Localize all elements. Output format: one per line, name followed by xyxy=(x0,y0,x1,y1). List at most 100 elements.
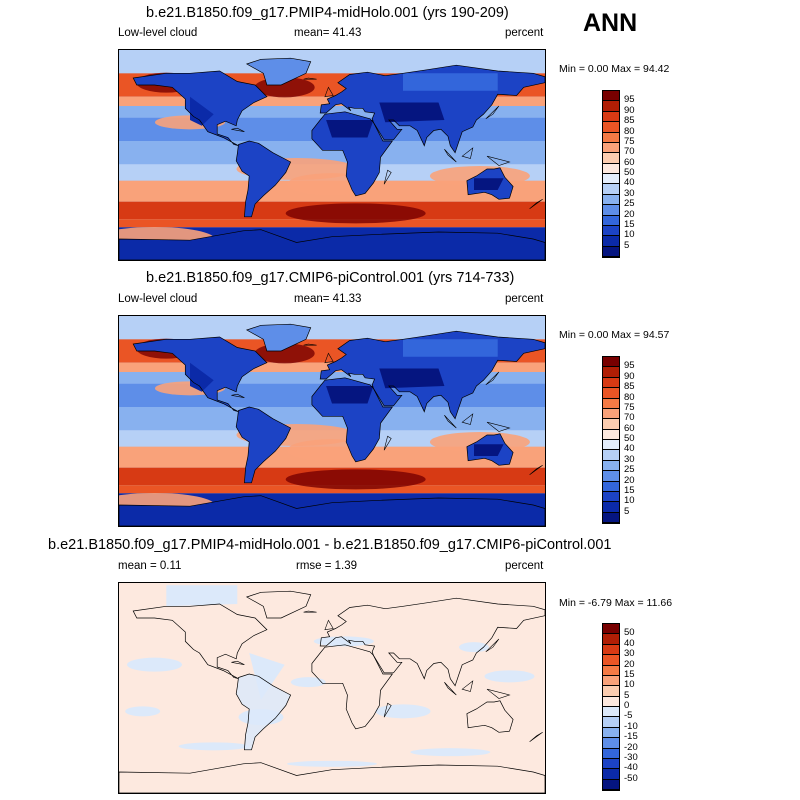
colorbar-swatch xyxy=(603,634,619,645)
colorbar-swatch xyxy=(603,153,619,164)
coastline xyxy=(485,638,500,653)
coastline xyxy=(119,495,545,526)
colorbar-label: 30 xyxy=(624,187,635,199)
colorbar-label: 70 xyxy=(624,146,635,158)
colorbar-label: 5 xyxy=(624,689,630,701)
colorbar-swatch xyxy=(603,727,619,739)
colorbar-swatch xyxy=(603,696,619,707)
coastline xyxy=(235,140,292,218)
coastline xyxy=(466,433,514,466)
coastline xyxy=(303,610,317,613)
coastline xyxy=(324,86,334,98)
colorbar-swatch xyxy=(603,707,619,718)
panel1-map xyxy=(118,49,546,261)
colorbar-swatch xyxy=(603,624,619,635)
colorbar-swatch xyxy=(603,194,619,206)
colorbar-label: 25 xyxy=(624,198,635,210)
colorbar-swatch xyxy=(603,471,619,482)
map-field xyxy=(119,50,545,260)
colorbar-swatch xyxy=(603,246,619,257)
coastline xyxy=(383,169,392,185)
coastline xyxy=(529,732,543,742)
coastline xyxy=(132,603,268,680)
coastline xyxy=(132,336,268,413)
colorbar-label: 40 xyxy=(624,177,635,189)
coastline xyxy=(485,371,500,386)
colorbar-swatch xyxy=(603,398,619,409)
colorbar-swatch xyxy=(603,225,619,237)
colorbar-label: -20 xyxy=(624,741,638,753)
colorbar-swatch xyxy=(603,357,619,368)
panel2-units-label: percent xyxy=(505,293,544,305)
colorbar-swatch xyxy=(603,644,619,656)
colorbar-label: 75 xyxy=(624,135,635,147)
colorbar-swatch xyxy=(603,460,619,472)
coastline xyxy=(529,465,543,475)
colorbar-swatch xyxy=(603,779,619,790)
colorbar-swatch xyxy=(603,163,619,174)
panel3-minmax: Min = -6.79 Max = 11.66 xyxy=(559,597,673,609)
colorbar-swatch xyxy=(603,174,619,185)
colorbar-swatch xyxy=(603,142,619,154)
colorbar-label: -15 xyxy=(624,731,638,743)
coastline xyxy=(324,619,334,631)
colorbar-swatch xyxy=(603,717,619,728)
panel1-units-label: percent xyxy=(505,27,544,39)
coastline xyxy=(311,111,394,197)
colorbar-label: 95 xyxy=(624,360,635,372)
coastline xyxy=(235,673,292,751)
colorbar-label: 80 xyxy=(624,391,635,403)
colorbar-label: 50 xyxy=(624,627,635,639)
colorbar-label: 20 xyxy=(624,474,635,486)
coastline xyxy=(119,229,545,260)
colorbar-label: 50 xyxy=(624,433,635,444)
panel2-map xyxy=(118,315,546,527)
coastline xyxy=(486,155,511,166)
colorbar-swatch xyxy=(603,419,619,430)
panel3-map xyxy=(118,582,546,794)
colorbar-label: 90 xyxy=(624,104,635,116)
panel1-mean-label: mean= 41.43 xyxy=(294,27,362,39)
colorbar-label: 85 xyxy=(624,115,635,127)
panel3-units-label: percent xyxy=(505,560,544,572)
coastline xyxy=(245,590,312,619)
colorbar-label: 30 xyxy=(624,648,635,660)
coastline xyxy=(466,700,514,733)
colorbar-label: 90 xyxy=(624,370,635,382)
panel1-colorbar xyxy=(602,90,620,258)
coastline xyxy=(444,681,457,696)
colorbar-label: 15 xyxy=(624,484,635,496)
colorbar-swatch xyxy=(603,502,619,513)
coastline xyxy=(444,148,457,163)
coastline xyxy=(311,377,394,463)
coastline xyxy=(235,406,292,484)
panel3-colorbar xyxy=(602,623,620,791)
panel2-colorbar xyxy=(602,356,620,524)
colorbar-swatch xyxy=(603,491,619,503)
coastline xyxy=(311,644,394,730)
colorbar-label: 10 xyxy=(624,679,635,691)
colorbar-swatch xyxy=(603,91,619,102)
coastline xyxy=(486,421,511,432)
colorbar-swatch xyxy=(603,512,619,523)
map-field xyxy=(119,316,545,526)
coastline xyxy=(383,435,392,451)
colorbar-swatch xyxy=(603,758,619,770)
colorbar-swatch xyxy=(603,665,619,676)
colorbar-label: 95 xyxy=(624,94,635,106)
colorbar-label: 15 xyxy=(624,668,635,680)
coastline xyxy=(319,597,545,687)
panel2-variable-label: Low-level cloud xyxy=(118,293,198,305)
coastline xyxy=(119,762,545,793)
coastline xyxy=(486,688,511,699)
coastline xyxy=(319,64,545,154)
coastline xyxy=(485,105,500,120)
coastline xyxy=(319,330,545,420)
coastline xyxy=(132,70,268,147)
panel1-title: b.e21.B1850.f09_g17.PMIP4-midHolo.001 (y… xyxy=(146,5,509,21)
coastline xyxy=(324,352,334,364)
coastline xyxy=(245,57,312,86)
colorbar-label: 20 xyxy=(624,658,635,670)
panel3-title: b.e21.B1850.f09_g17.PMIP4-midHolo.001 - … xyxy=(48,537,612,553)
coastline xyxy=(231,393,245,398)
